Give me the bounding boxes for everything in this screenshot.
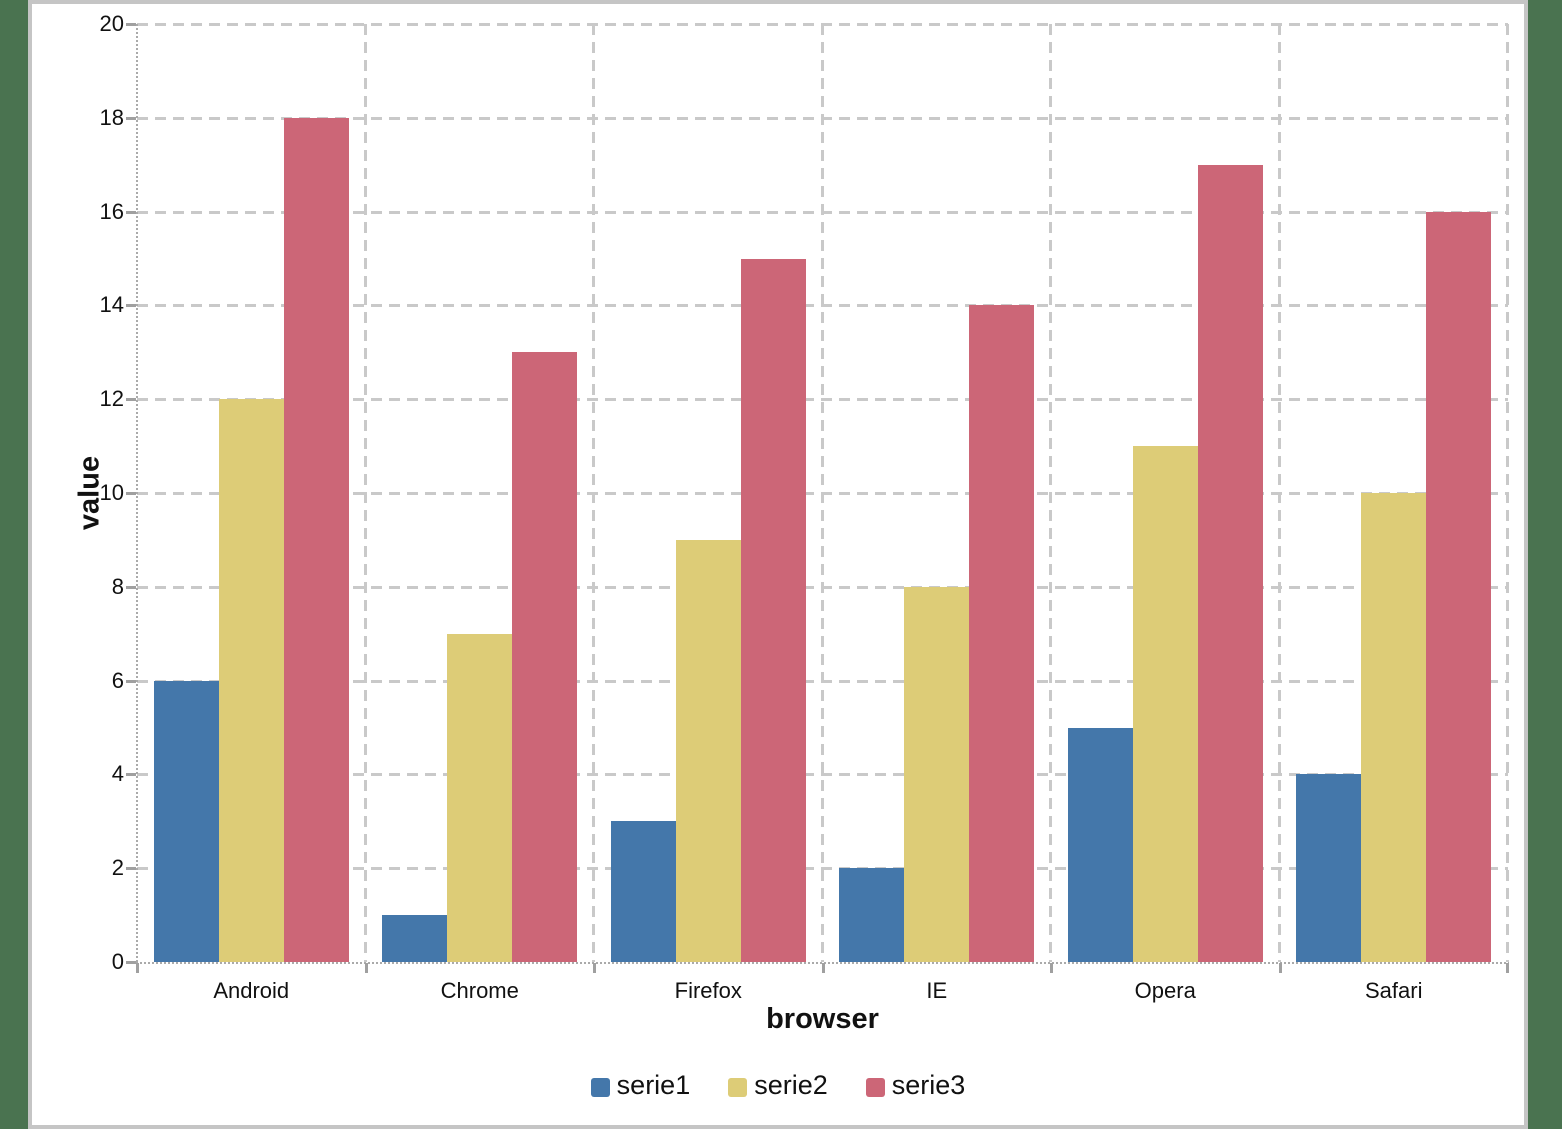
bar-serie3-chrome: [512, 352, 578, 962]
legend-label-serie1: serie1: [616, 1070, 691, 1100]
bar-serie2-android: [218, 399, 284, 962]
y-tick-16: [126, 210, 136, 214]
x-tick-5: [1278, 963, 1282, 973]
x-tick-4: [1050, 963, 1053, 973]
y-tick-20: [126, 23, 136, 26]
y-tick-0: [126, 961, 136, 964]
bar-serie1-firefox: [610, 821, 676, 962]
x-category-label-chrome: Chrome: [440, 978, 519, 1003]
x-tick-1: [364, 963, 368, 973]
v-gridline-3: [820, 24, 824, 962]
y-tick-14: [126, 304, 136, 308]
legend-swatch-serie3: [865, 1077, 885, 1097]
v-gridline-1: [363, 24, 367, 962]
y-tick-label-16: 16: [99, 198, 124, 224]
y-tick-10: [126, 492, 136, 495]
bar-serie3-opera: [1197, 164, 1263, 962]
bar-serie1-chrome: [382, 915, 448, 962]
y-tick-4: [126, 773, 136, 777]
y-tick-label-4: 4: [111, 761, 124, 787]
y-tick-label-18: 18: [99, 104, 124, 130]
y-tick-label-2: 2: [111, 855, 124, 881]
y-tick-label-10: 10: [99, 480, 124, 505]
legend: serie1 serie2 serie3: [32, 1070, 1524, 1101]
y-tick-6: [126, 679, 136, 683]
y-axis-line: [136, 24, 138, 972]
x-tick-2: [593, 963, 596, 973]
y-tick-label-12: 12: [99, 386, 124, 412]
v-gridline-6: [1506, 24, 1509, 962]
bar-serie1-safari: [1296, 774, 1362, 962]
bar-serie3-firefox: [740, 258, 806, 962]
plot-area: [126, 23, 1509, 973]
bar-serie3-android: [283, 117, 349, 962]
bar-serie2-chrome: [447, 633, 513, 962]
legend-item-serie1: serie1: [590, 1070, 691, 1101]
x-tick-3: [821, 963, 825, 973]
legend-swatch-serie2: [728, 1077, 748, 1097]
v-gridline-4: [1049, 24, 1052, 962]
x-category-label-android: Android: [213, 978, 290, 1003]
x-category-label-opera: Opera: [1134, 978, 1196, 1003]
x-category-label-ie: IE: [926, 978, 948, 1003]
bar-serie2-opera: [1132, 446, 1198, 962]
bar-serie1-ie: [839, 868, 905, 962]
x-category-label-safari: Safari: [1365, 978, 1423, 1003]
v-gridline-2: [592, 24, 595, 962]
legend-label-serie2: serie2: [754, 1070, 828, 1100]
v-gridline-5: [1277, 24, 1281, 962]
bar-serie1-android: [153, 680, 219, 962]
y-tick-label-14: 14: [99, 292, 124, 318]
y-tick-label-20: 20: [99, 11, 124, 36]
y-tick-18: [126, 116, 136, 120]
legend-label-serie3: serie3: [891, 1070, 966, 1100]
y-tick-label-8: 8: [111, 573, 124, 599]
bar-serie2-ie: [904, 586, 970, 962]
legend-swatch-serie1: [590, 1077, 610, 1097]
x-tick-6: [1506, 963, 1509, 973]
bar-serie2-safari: [1361, 493, 1427, 962]
bar-serie1-opera: [1067, 727, 1133, 962]
legend-item-serie2: serie2: [728, 1070, 828, 1101]
legend-item-serie3: serie3: [865, 1070, 966, 1101]
x-category-label-firefox: Firefox: [674, 978, 742, 1003]
bar-serie3-ie: [969, 305, 1035, 962]
bar-serie3-safari: [1426, 211, 1492, 962]
x-tick-0: [136, 963, 139, 973]
bar-serie2-firefox: [675, 539, 741, 962]
y-tick-label-0: 0: [111, 949, 124, 974]
chart-panel: value 0 2 4 6 8 10 12 14 16 18 20 Android Chrome Fir…: [28, 0, 1528, 1129]
y-tick-2: [126, 867, 136, 871]
y-tick-8: [126, 585, 136, 589]
y-tick-label-6: 6: [111, 667, 124, 693]
y-tick-12: [126, 398, 136, 402]
x-axis-title: browser: [766, 1003, 879, 1035]
